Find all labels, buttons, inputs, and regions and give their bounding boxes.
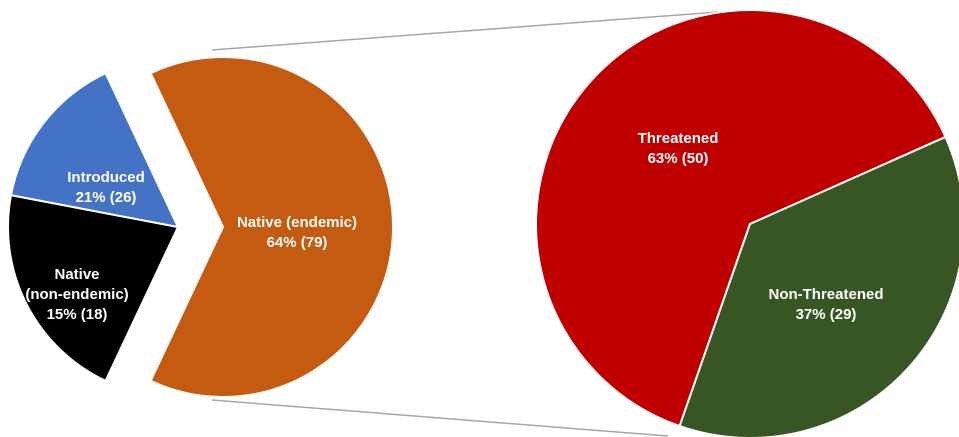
- label-introduced-21-26: Introduced 21% (26): [67, 169, 145, 206]
- label-non-threatened-37-29-line-2: 37% (29): [796, 306, 857, 323]
- slice-non-threatened: [678, 135, 959, 437]
- label-native-endemic-64-79-line-1: Native (endemic): [237, 214, 357, 231]
- sub-pie: Threatened 63% (50) Non-Threatened 37% (29): [535, 9, 959, 437]
- label-native-non-endemic-15-18-line-3: 15% (18): [47, 306, 108, 323]
- label-threatened-63-50-line-2: 63% (50): [648, 150, 709, 167]
- connector-line-bottom: [211, 399, 669, 437]
- label-threatened-63-50: Threatened 63% (50): [638, 130, 719, 167]
- label-native-endemic-64-79-line-2: 64% (79): [267, 234, 328, 251]
- label-introduced-21-26-line-1: Introduced: [67, 169, 145, 186]
- label-native-non-endemic-15-18: Native (non-endemic) 15% (18): [25, 266, 128, 323]
- slice-native-endemic-64-79: [149, 56, 394, 398]
- label-native-non-endemic-15-18-line-1: Native: [54, 266, 99, 283]
- label-native-non-endemic-15-18-line-2: (non-endemic): [25, 286, 128, 303]
- label-non-threatened-37-29-line-1: Non-Threatened: [768, 286, 883, 303]
- label-non-threatened-37-29: Non-Threatened 37% (29): [768, 286, 883, 323]
- slice-introduced-21-26: [7, 193, 180, 383]
- label-introduced-21-26-line-2: 21% (26): [76, 189, 137, 206]
- main-pie: Introduced 21% (26) Native (non-endemic) 15%…: [7, 56, 394, 398]
- slice-native-non-endemic-15-18: [9, 71, 180, 229]
- label-threatened-63-50-line-1: Threatened: [638, 130, 719, 147]
- label-native-endemic-64-79: Native (endemic) 64% (79): [237, 214, 357, 251]
- slice-threatened: [535, 9, 947, 428]
- connector-line-top: [211, 11, 719, 51]
